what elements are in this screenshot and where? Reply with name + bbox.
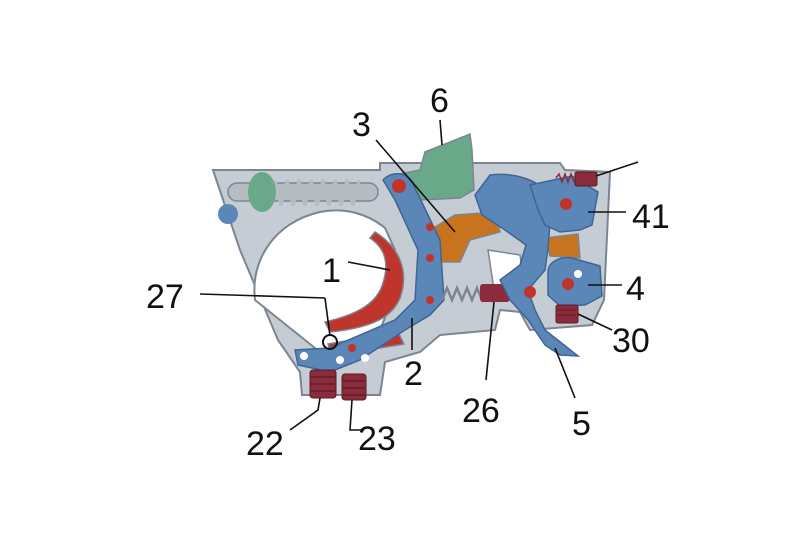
leader-30: [577, 313, 613, 331]
lever-pivot-pin: [562, 278, 574, 290]
label-41: 41: [632, 198, 670, 236]
label-2: 2: [404, 355, 423, 393]
part-41-spring-screw: [555, 171, 598, 187]
label-22: 22: [246, 425, 284, 463]
frame-pin: [218, 204, 238, 224]
leader-23: [349, 399, 364, 431]
pin-hole: [361, 354, 369, 362]
label-23: 23: [358, 420, 396, 458]
leader-6: [439, 119, 443, 146]
label-4: 4: [626, 270, 645, 308]
leader-1: [347, 261, 391, 271]
part-30-screw: [555, 304, 579, 324]
leader-22: [289, 397, 321, 431]
part-4-lever: [547, 256, 603, 307]
coil-spring: [273, 179, 361, 207]
part-22-screw: [309, 369, 337, 399]
leader-5: [554, 347, 576, 399]
part-23-screw: [341, 373, 367, 401]
pivot-pin: [426, 223, 434, 231]
leader-27b: [324, 297, 331, 337]
pivot-pin: [392, 179, 406, 193]
sear-pivot-pin: [560, 198, 572, 210]
hammer-pivot-pin: [524, 286, 536, 298]
label-26: 26: [462, 392, 500, 430]
leader-3: [375, 139, 456, 233]
part-26-spring-plunger: [480, 284, 510, 302]
main-spring-assembly: [218, 172, 379, 224]
pivot-pin: [426, 254, 434, 262]
pivot-pin: [348, 344, 356, 352]
leader-26: [485, 301, 495, 381]
spring-cap: [248, 172, 276, 212]
label-3: 3: [352, 106, 371, 144]
label-27: 27: [146, 278, 184, 316]
label-5: 5: [572, 405, 591, 443]
leader-41-top: [595, 161, 639, 177]
pin-hole: [300, 352, 308, 360]
part-2-pivot-pins: [300, 179, 434, 364]
label-1: 1: [322, 252, 341, 290]
part-3-lever-arm: [544, 233, 581, 259]
label-6: 6: [430, 82, 449, 120]
lever-hole: [574, 270, 582, 278]
leader-27: [199, 293, 326, 299]
pivot-pin: [426, 296, 434, 304]
callout-leader-lines: [199, 119, 639, 431]
pin-hole: [336, 356, 344, 364]
part-2-trigger-bar: [294, 173, 445, 373]
part-6-sear-block: [394, 132, 475, 201]
label-30: 30: [612, 322, 650, 360]
